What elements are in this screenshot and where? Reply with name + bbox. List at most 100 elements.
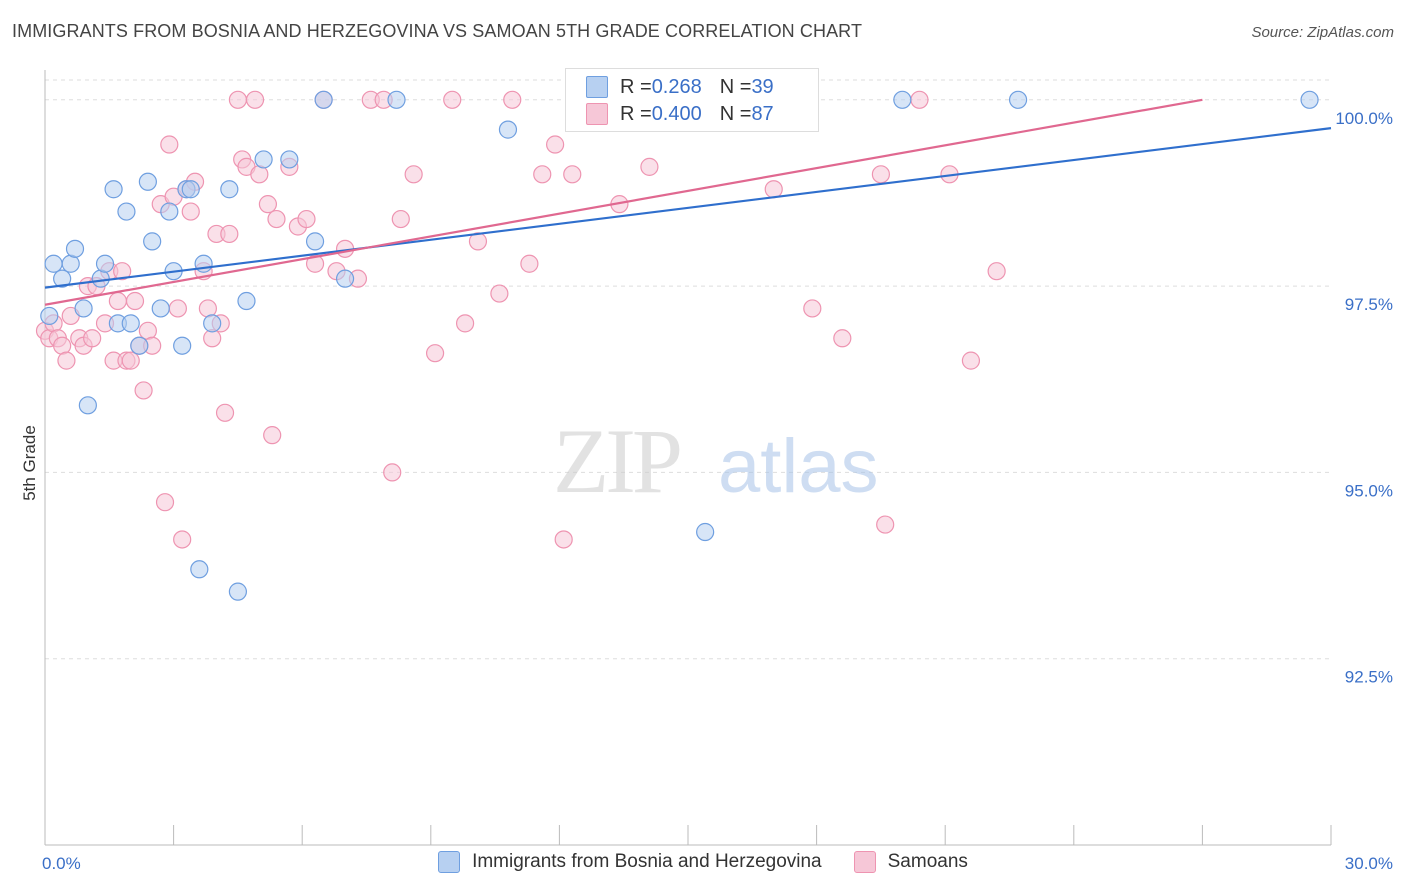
samoan-point (425, 344, 445, 363)
bosnia-point (44, 254, 63, 273)
trend-layer (44, 98, 1332, 306)
bosnia-point (138, 172, 157, 191)
samoan-point (263, 426, 282, 445)
bosnia-point (305, 232, 325, 251)
bosnia-point (61, 254, 80, 273)
samoan-point (125, 291, 145, 311)
bosnia-point (387, 90, 406, 109)
y-axis-label: 5th Grade (20, 425, 39, 501)
samoan-point (121, 351, 140, 370)
watermark: ZIP atlas (553, 410, 879, 512)
samoan-point (245, 90, 265, 109)
y-tick-label: 92.5% (1345, 668, 1393, 687)
samoan-point (160, 135, 179, 154)
samoan-point (503, 90, 522, 109)
series-legend: Immigrants from Bosnia and Herzegovina S… (0, 851, 1406, 873)
legend-label-samoans: Samoans (887, 851, 968, 872)
chart-title: IMMIGRANTS FROM BOSNIA AND HERZEGOVINA V… (12, 21, 863, 41)
samoan-point (57, 351, 76, 370)
samoan-point (198, 299, 217, 318)
samoan-point (173, 530, 192, 549)
stats-row-samoans: R = 0.400 N = 87 (586, 101, 774, 127)
watermark-zip: ZIP (553, 410, 680, 512)
r-label: R = (620, 75, 652, 98)
legend-item-bosnia: Immigrants from Bosnia and Herzegovina (438, 851, 822, 873)
samoan-point (490, 284, 509, 303)
samoans-legend-swatch (853, 851, 876, 873)
bosnia-point (893, 90, 912, 109)
samoan-point (910, 90, 929, 109)
samoan-point (138, 321, 157, 340)
samoan-point (113, 262, 132, 281)
samoan-point (267, 209, 286, 229)
samoan-point (455, 314, 475, 333)
samoan-point (181, 202, 200, 221)
bosnia-legend-swatch (438, 851, 461, 873)
samoan-point (108, 291, 127, 311)
bosnia-point (335, 269, 355, 288)
watermark-atlas: atlas (718, 424, 879, 509)
bosnia-swatch (586, 76, 608, 98)
samoan-point (83, 329, 102, 348)
stats-row-bosnia: R = 0.268 N = 39 (586, 74, 774, 100)
x-tick-label: 0.0% (42, 854, 81, 873)
bosnia-point (173, 336, 192, 355)
samoan-point (520, 254, 539, 273)
samoan-point (554, 530, 573, 549)
samoan-point (297, 209, 316, 229)
legend-label-bosnia: Immigrants from Bosnia and Herzegovina (472, 851, 822, 872)
bosnia-point (314, 90, 333, 109)
bosnia-point (498, 120, 518, 139)
samoan-point (228, 90, 247, 109)
y-tick-label: 97.5% (1345, 295, 1393, 314)
samoans-swatch (586, 103, 608, 125)
n-value: 87 (751, 102, 774, 125)
bosnia-point (53, 269, 72, 288)
bosnia-point (203, 314, 222, 333)
points-layer (35, 90, 1319, 601)
samoan-point (871, 165, 891, 184)
stats-legend: R = 0.268 N = 39 R = 0.400 N = 87 (565, 68, 819, 132)
bosnia-point (1008, 90, 1028, 109)
samoan-point (961, 351, 981, 370)
tick-label-layer: 92.5% 95.0% 97.5% 100.0% 0.0% 30.0% (42, 109, 1393, 873)
bosnia-trend-line (44, 127, 1332, 289)
samoan-point (250, 165, 269, 184)
samoan-point (258, 195, 278, 214)
y-tick-label: 100.0% (1335, 109, 1393, 128)
bosnia-point (254, 150, 273, 169)
samoan-point (546, 135, 565, 154)
samoan-point (833, 329, 852, 348)
legend-item-samoans: Samoans (853, 851, 968, 873)
bosnia-point (65, 239, 85, 258)
samoan-point (155, 493, 175, 512)
n-value: 39 (751, 75, 774, 98)
r-value: 0.268 (651, 75, 702, 98)
samoan-point (168, 299, 187, 318)
n-label: N = (719, 102, 752, 125)
bosnia-point (228, 582, 247, 601)
samoan-point (876, 515, 895, 534)
y-tick-label: 95.0% (1345, 481, 1393, 500)
bosnia-point (95, 254, 115, 273)
samoan-point (220, 224, 239, 244)
bosnia-point (160, 202, 179, 221)
samoan-point (803, 299, 822, 318)
bosnia-point (237, 291, 256, 311)
samoan-point (987, 262, 1006, 281)
samoan-point (533, 165, 552, 184)
bosnia-point (74, 299, 93, 318)
bosnia-point (1300, 90, 1319, 109)
bosnia-point (151, 299, 170, 318)
samoan-point (134, 381, 153, 400)
bosnia-point (190, 560, 209, 579)
samoan-point (443, 90, 462, 109)
samoan-point (640, 157, 659, 176)
bosnia-point (143, 232, 162, 251)
samoan-trend-line (44, 98, 1203, 306)
samoan-point (305, 254, 325, 273)
n-label: N = (719, 75, 752, 98)
bosnia-point (117, 202, 136, 221)
r-value: 0.400 (651, 102, 702, 125)
bosnia-point (696, 522, 715, 542)
